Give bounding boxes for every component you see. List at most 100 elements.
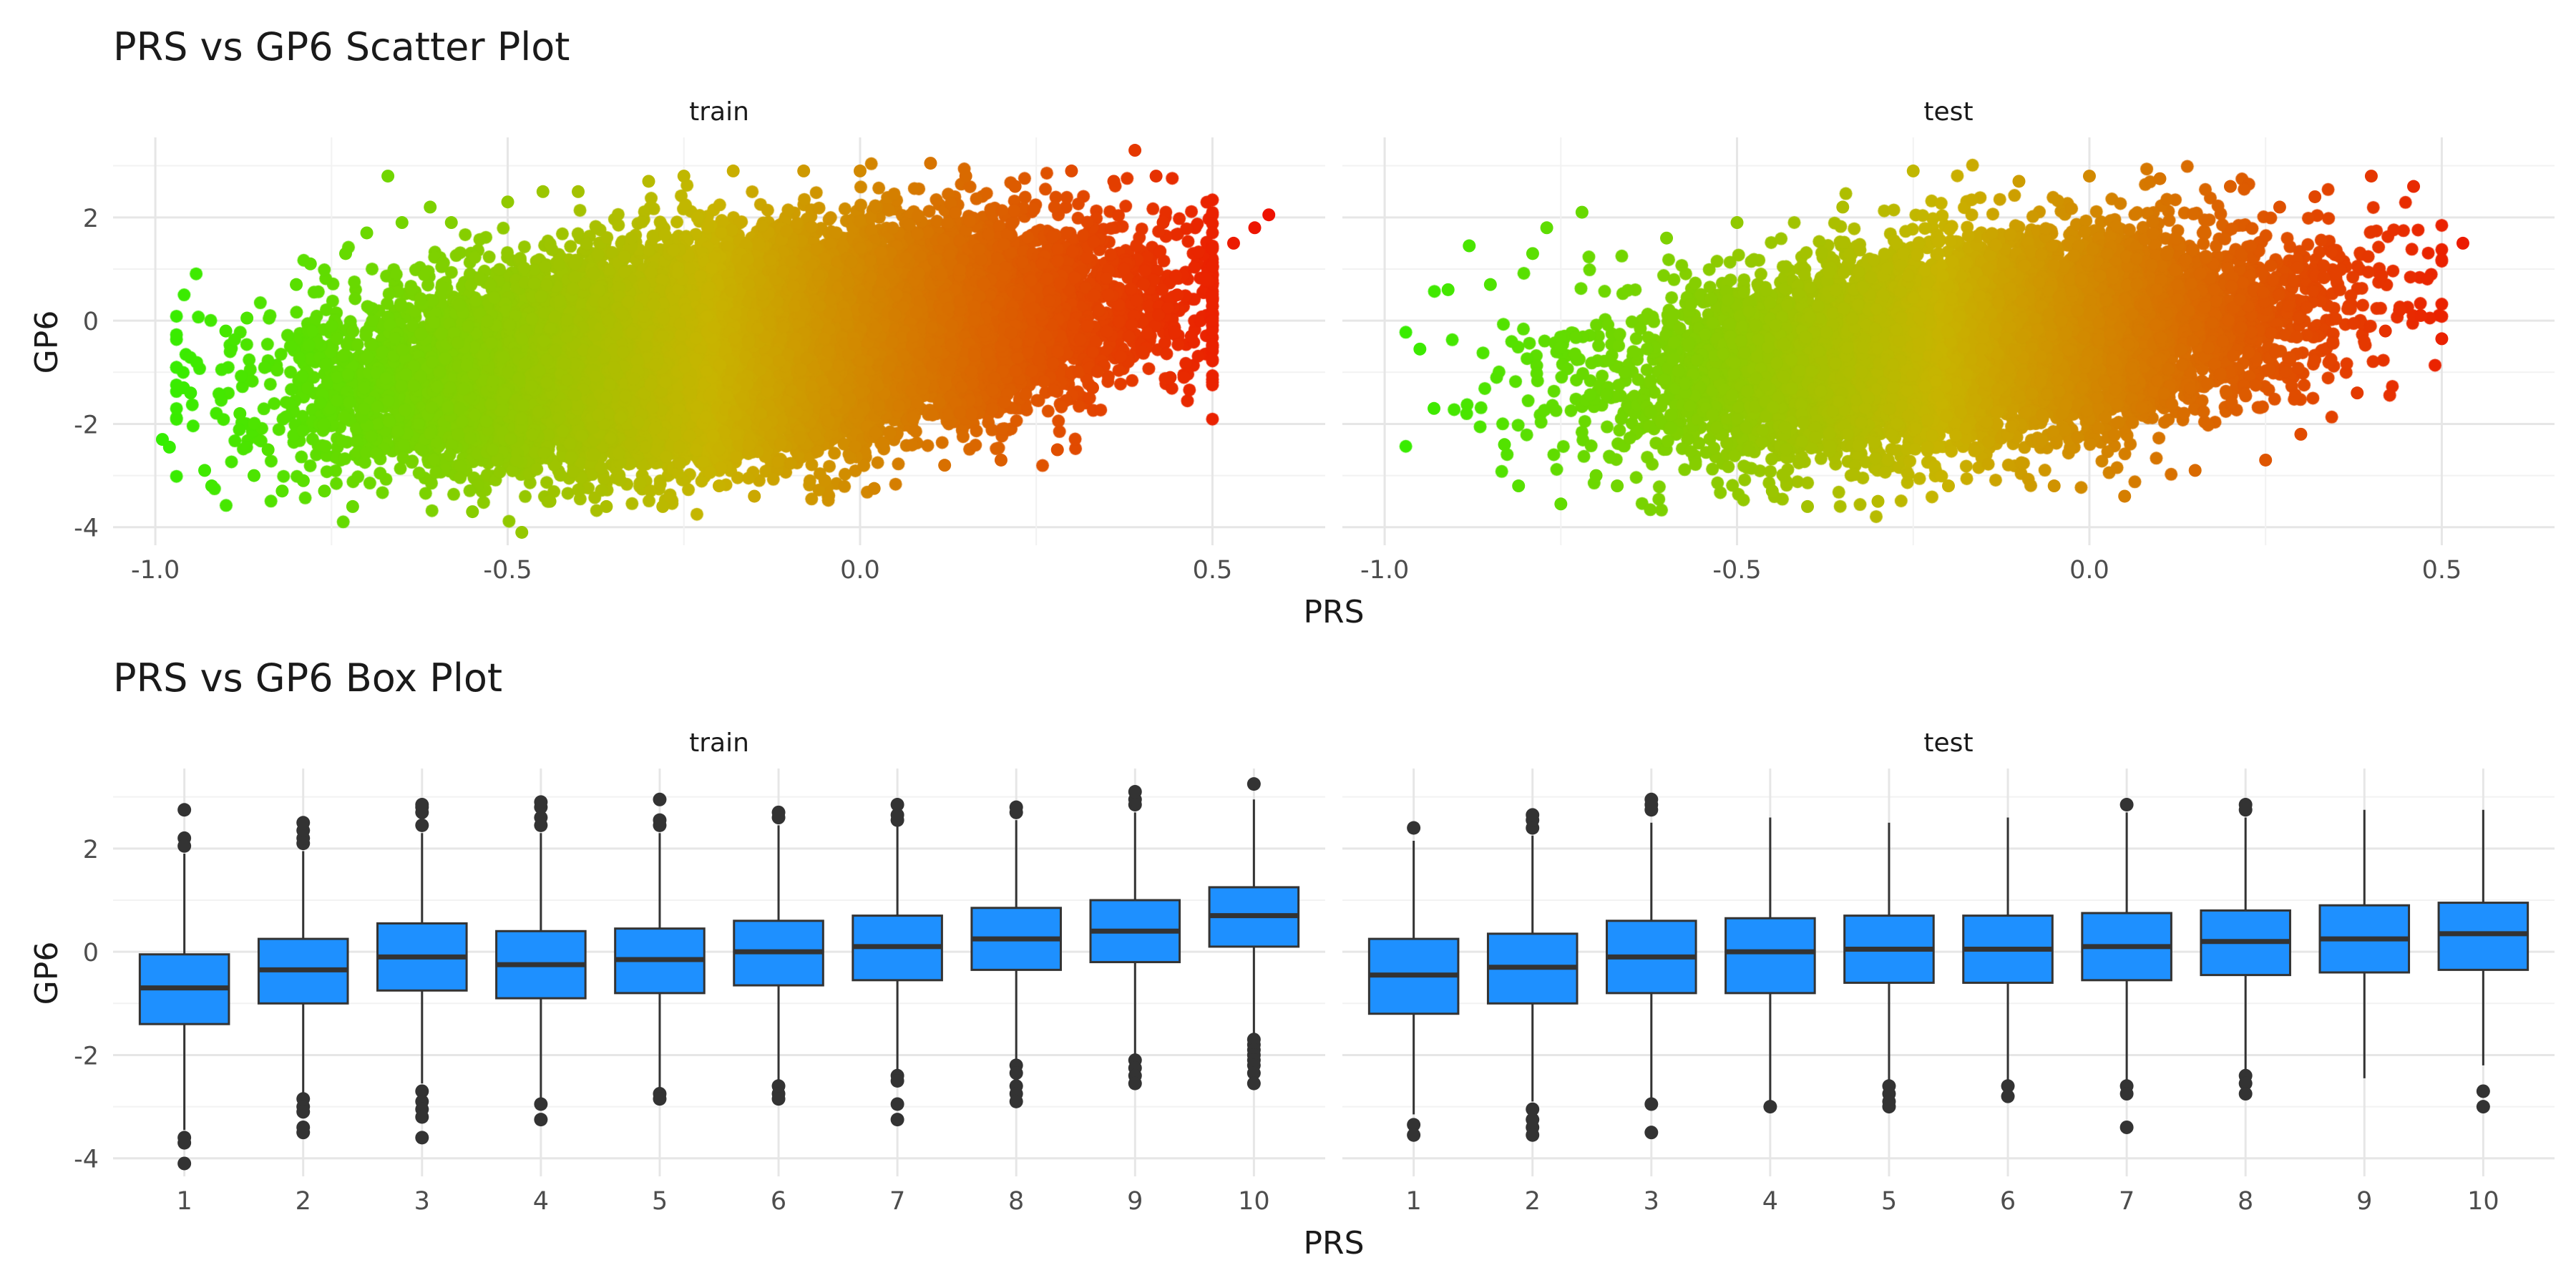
scatter-point (572, 185, 585, 198)
scatter-point (360, 226, 374, 240)
box-outlier-point (415, 1084, 429, 1098)
scatter-point (2414, 308, 2427, 322)
box-outlier-point (2476, 1084, 2490, 1098)
scatter-point (240, 311, 254, 325)
box-outlier-point (1526, 1128, 1540, 1142)
x-tick-label: 6 (771, 1187, 786, 1216)
scatter-point (318, 484, 331, 498)
scatter-point (1107, 175, 1121, 188)
scatter-point-cloud (1342, 137, 2555, 545)
scatter-point (1483, 278, 1497, 291)
scatter-point (2351, 386, 2364, 400)
scatter-point (346, 499, 359, 513)
scatter-point (1262, 208, 1276, 222)
scatter-point (233, 407, 247, 421)
scatter-point (2188, 464, 2202, 477)
scatter-point (275, 484, 289, 498)
box-outlier-point (534, 1097, 548, 1111)
scatter-point (290, 278, 303, 291)
scatter-facet-label-train: train (689, 97, 749, 127)
scatter-point (1163, 371, 1177, 384)
box-outlier-point (296, 1105, 311, 1119)
scatter-point (924, 157, 937, 170)
scatter-point (1206, 293, 1219, 307)
x-tick-label: 4 (1762, 1187, 1778, 1216)
scatter-point (1765, 484, 1779, 498)
scatter-point (1463, 239, 1476, 253)
box-outlier-point (1882, 1100, 1896, 1114)
scatter-point (2259, 453, 2273, 467)
box-outlier-point (1407, 821, 1421, 835)
scatter-point (1441, 283, 1455, 296)
scatter-point (2456, 236, 2469, 250)
scatter-point (1413, 342, 1427, 356)
box-outlier-point (1526, 1102, 1540, 1116)
scatter-point (867, 482, 881, 495)
scatter-point (2294, 427, 2308, 441)
scatter-point (2273, 200, 2286, 214)
scatter-point (1575, 205, 1589, 219)
scatter-point (1906, 164, 1920, 177)
scatter-point (959, 170, 972, 183)
x-tick-label: 9 (1127, 1187, 1143, 1216)
box-outlier-point (534, 795, 548, 809)
y-tick-label: 2 (83, 205, 99, 233)
y-tick-label: -4 (74, 1146, 99, 1174)
scatter-point (1526, 247, 1539, 260)
box-outlier-point (1128, 1076, 1142, 1091)
box-outlier-point (2119, 1087, 2134, 1101)
box-y-axis-label: GP6 (29, 942, 65, 1005)
x-tick-label: -1.0 (1360, 556, 1409, 585)
box-outlier-point (1644, 1097, 1659, 1111)
scatter-point (261, 443, 275, 457)
box-outlier-point (177, 803, 192, 817)
scatter-point (303, 257, 317, 270)
y-tick-label: 0 (83, 308, 99, 336)
scatter-point (1871, 494, 1885, 508)
scatter-point (1085, 381, 1099, 394)
box-outlier-point (296, 1126, 311, 1140)
scatter-point (543, 494, 557, 508)
scatter-point (1589, 469, 1603, 482)
scatter-point (726, 164, 740, 177)
box-outlier-point (1246, 1076, 1261, 1091)
box-outlier-point (890, 808, 904, 822)
x-tick-label: 8 (1008, 1187, 1024, 1216)
scatter-point (1554, 497, 1568, 511)
box-outlier-point (2001, 1079, 2015, 1093)
scatter-point (1184, 329, 1198, 343)
x-tick-label: 9 (2356, 1187, 2372, 1216)
scatter-point (198, 464, 212, 477)
x-tick-label: 0.0 (2069, 556, 2109, 585)
x-tick-label: 5 (652, 1187, 668, 1216)
x-tick-label: 10 (1238, 1187, 1270, 1216)
scatter-point (444, 216, 458, 230)
scatter-point (1050, 443, 1064, 457)
box-section: PRS vs GP6 Box Plot train test -4 -2 0 2 1 2 3… (29, 655, 2555, 1262)
box-outlier-point (177, 1136, 192, 1150)
box-outlier-point (2476, 1100, 2490, 1114)
box-outlier-point (2119, 798, 2134, 812)
scatter-point (184, 386, 197, 400)
scatter-point (2118, 489, 2132, 503)
scatter-point (1428, 401, 1441, 415)
box-body (1724, 917, 1816, 995)
box-outlier-point (890, 1097, 904, 1111)
box-x-axis-label: PRS (1303, 1225, 1364, 1262)
scatter-point (1498, 438, 1511, 452)
scatter-point (2082, 170, 2096, 183)
scatter-facet-label-test: test (1923, 97, 1973, 127)
scatter-point (656, 499, 670, 513)
x-tick-label: 3 (1644, 1187, 1659, 1216)
scatter-point (2012, 175, 2026, 188)
scatter-point (713, 479, 726, 493)
box-outlier-point (1407, 1118, 1421, 1132)
x-tick-label: 4 (533, 1187, 549, 1216)
scatter-point (938, 459, 952, 472)
x-tick-label: 1 (1406, 1187, 1422, 1216)
x-tick-label: 5 (1881, 1187, 1897, 1216)
scatter-point (1660, 231, 1674, 245)
box-outlier-point (1526, 808, 1540, 822)
scatter-point (1135, 345, 1148, 358)
